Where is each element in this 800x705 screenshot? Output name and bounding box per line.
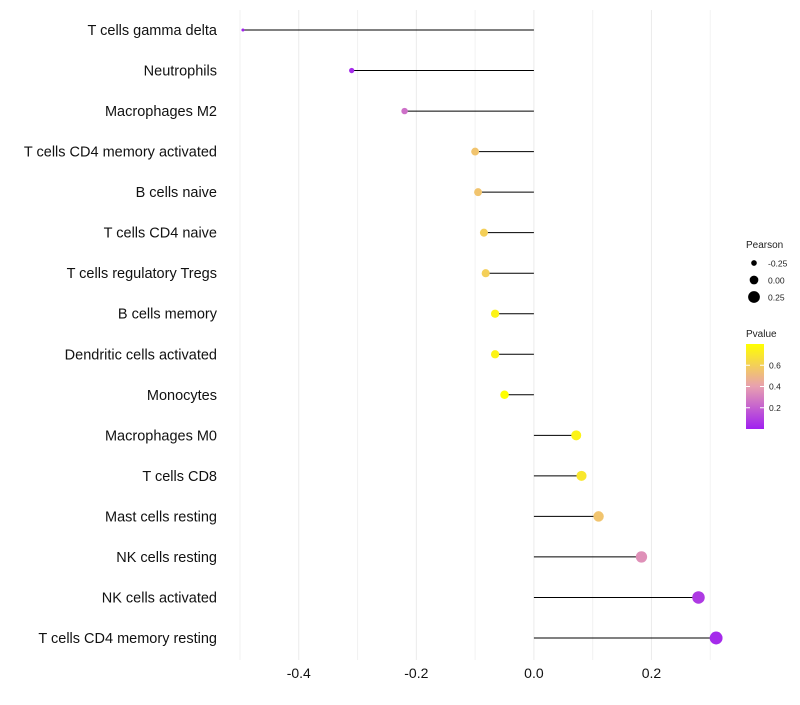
category-label: T cells regulatory Tregs	[67, 266, 217, 282]
x-tick-label: -0.4	[287, 665, 311, 681]
size-legend-dot	[749, 275, 759, 285]
category-label: Monocytes	[147, 388, 217, 404]
data-point	[349, 67, 355, 74]
data-point	[401, 107, 408, 115]
stems	[242, 29, 717, 639]
x-tick-label: -0.2	[404, 665, 428, 681]
size-legend-label: 0.00	[768, 276, 785, 286]
category-label: NK cells activated	[102, 590, 217, 606]
grid-lines	[239, 10, 711, 660]
color-legend-title: Pvalue	[746, 329, 777, 340]
data-point	[709, 631, 723, 645]
data-point	[500, 390, 509, 400]
category-labels: T cells gamma delta Neutrophils Macrophage…	[24, 23, 218, 647]
category-label: T cells gamma delta	[88, 23, 218, 39]
category-label: T cells CD8	[142, 469, 217, 485]
color-legend-label: 0.6	[769, 360, 781, 370]
color-legend-label: 0.2	[769, 403, 781, 413]
size-legend-items: -0.25 0.00 0.25	[748, 259, 788, 303]
data-point	[474, 188, 483, 197]
size-legend-dot	[751, 260, 757, 266]
category-label: T cells CD4 naive	[104, 226, 217, 242]
points	[241, 28, 723, 645]
category-label: NK cells resting	[116, 550, 217, 566]
data-point	[635, 551, 648, 563]
x-tick-label: 0.2	[642, 665, 662, 681]
category-label: Mast cells resting	[105, 509, 217, 525]
x-tick-labels: -0.4 -0.2 0.0 0.2	[287, 665, 662, 681]
size-legend-title: Pearson	[746, 240, 783, 251]
size-legend-label: -0.25	[768, 259, 788, 269]
data-point	[571, 430, 582, 441]
data-point	[241, 28, 245, 32]
color-legend-ticks: 0.6 0.4 0.2	[746, 360, 781, 413]
category-label: Neutrophils	[144, 64, 217, 80]
category-label: T cells CD4 memory activated	[24, 145, 217, 161]
data-point	[471, 147, 480, 156]
category-label: B cells memory	[118, 307, 218, 323]
color-legend-bar	[746, 344, 764, 429]
data-point	[593, 511, 604, 522]
data-point	[490, 309, 500, 318]
data-point	[490, 350, 500, 359]
size-legend-dot	[748, 291, 760, 303]
data-point	[481, 269, 490, 278]
category-label: Macrophages M2	[105, 104, 217, 120]
category-label: T cells CD4 memory resting	[38, 631, 217, 647]
color-legend-label: 0.4	[769, 382, 781, 392]
legend: Pearson -0.25 0.00 0.25 Pvalue 0.6 0.4 0.2	[746, 240, 788, 429]
x-tick-label: 0.0	[524, 665, 544, 681]
data-point	[692, 591, 705, 604]
data-point	[576, 470, 587, 481]
data-point	[479, 228, 488, 237]
category-label: Dendritic cells activated	[65, 347, 217, 363]
category-label: Macrophages M0	[105, 428, 217, 444]
size-legend-label: 0.25	[768, 293, 785, 303]
category-label: B cells naive	[136, 185, 217, 201]
